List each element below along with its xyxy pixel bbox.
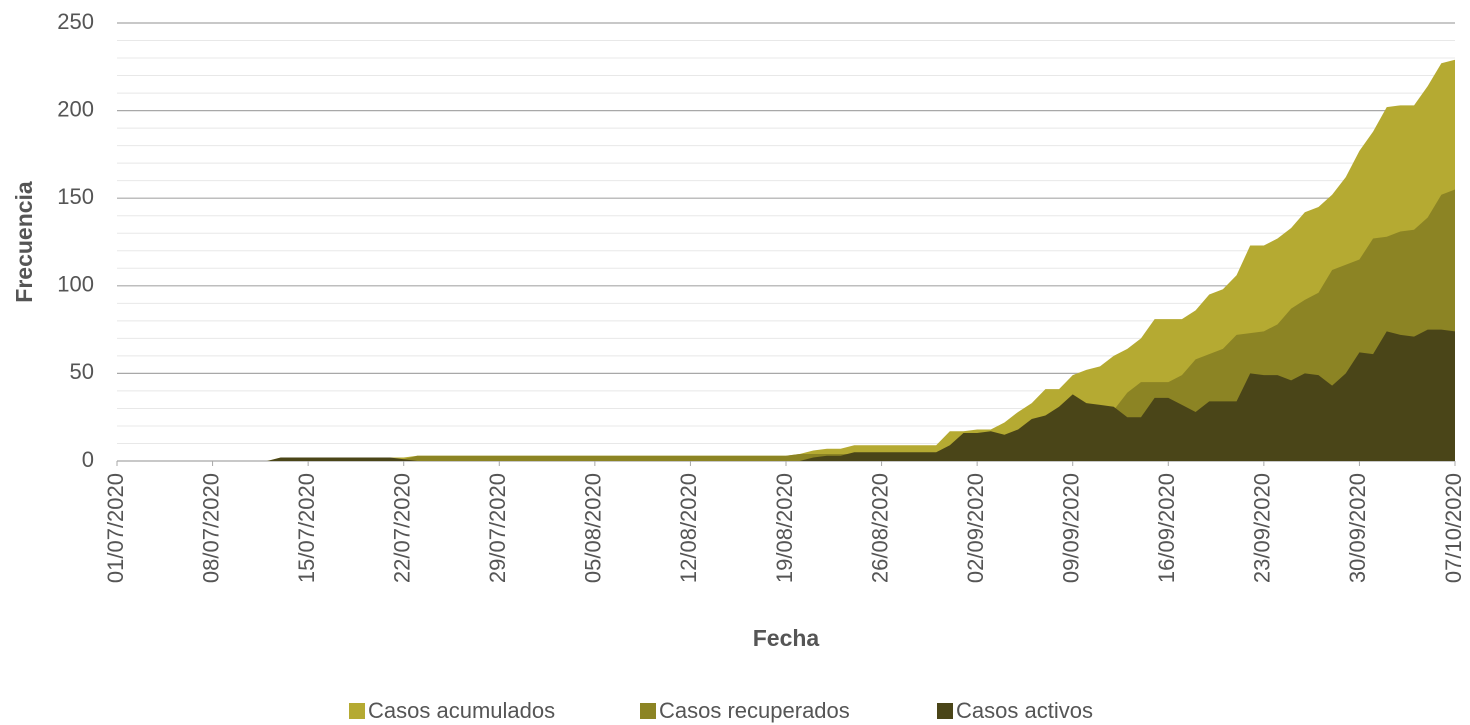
y-tick-label: 0 xyxy=(82,447,94,472)
y-tick-label: 100 xyxy=(57,272,94,297)
x-tick-label: 30/09/2020 xyxy=(1345,473,1370,583)
x-tick-label: 02/09/2020 xyxy=(963,473,988,583)
legend-swatch xyxy=(640,703,656,719)
x-tick-label: 07/10/2020 xyxy=(1441,473,1466,583)
x-tick-label: 16/09/2020 xyxy=(1154,473,1179,583)
legend-label: Casos activos xyxy=(956,698,1093,723)
legend-swatch xyxy=(349,703,365,719)
x-tick-label: 05/08/2020 xyxy=(581,473,606,583)
x-tick-label: 29/07/2020 xyxy=(485,473,510,583)
y-tick-label: 200 xyxy=(57,96,94,121)
y-tick-label: 50 xyxy=(70,359,94,384)
x-tick-label: 09/09/2020 xyxy=(1059,473,1084,583)
y-axis-label: Frecuencia xyxy=(11,181,37,303)
x-tick-label: 22/07/2020 xyxy=(390,473,415,583)
x-tick-label: 19/08/2020 xyxy=(772,473,797,583)
x-tick-label: 08/07/2020 xyxy=(198,473,223,583)
x-tick-label: 01/07/2020 xyxy=(103,473,128,583)
y-tick-label: 250 xyxy=(57,9,94,34)
x-tick-label: 15/07/2020 xyxy=(294,473,319,583)
legend-label: Casos recuperados xyxy=(659,698,850,723)
y-tick-label: 150 xyxy=(57,184,94,209)
x-tick-label: 23/09/2020 xyxy=(1250,473,1275,583)
x-axis-label: Fecha xyxy=(753,625,820,651)
area xyxy=(117,329,1455,461)
x-tick-label: 26/08/2020 xyxy=(867,473,892,583)
legend-label: Casos acumulados xyxy=(368,698,555,723)
x-tick-label: 12/08/2020 xyxy=(676,473,701,583)
legend-swatch xyxy=(937,703,953,719)
area xyxy=(117,59,1455,462)
